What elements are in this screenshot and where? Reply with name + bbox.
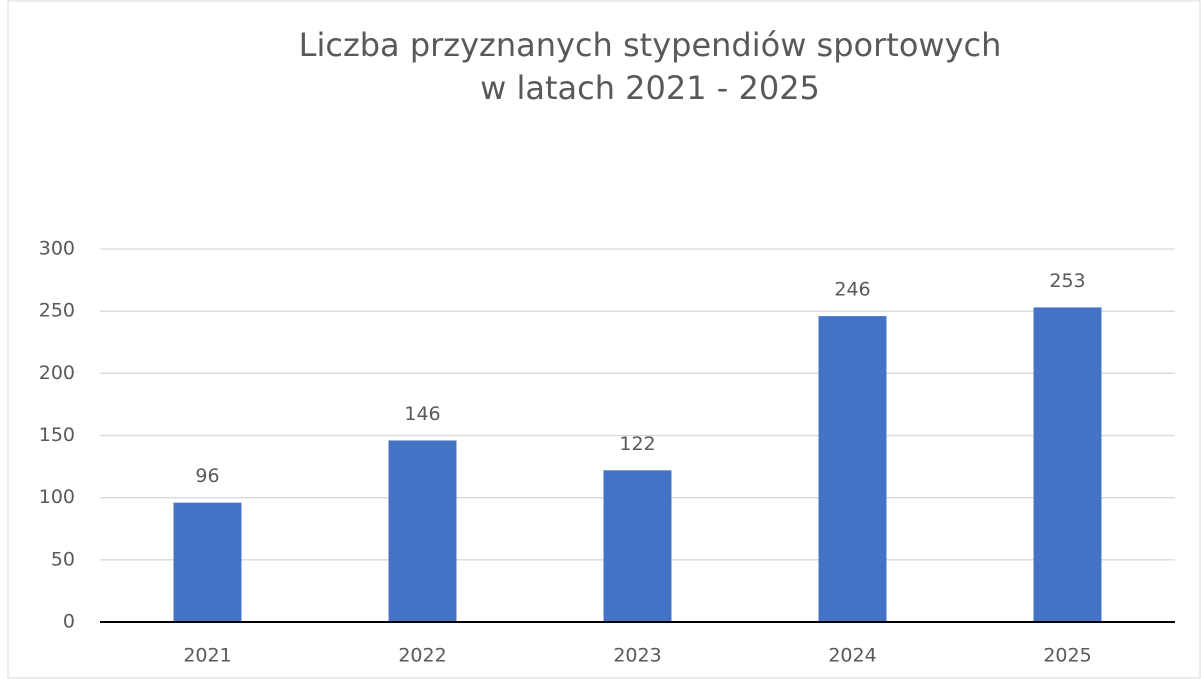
y-tick-label: 100 — [39, 486, 75, 508]
bar — [173, 502, 242, 622]
x-tick-label: 2025 — [1043, 645, 1091, 667]
x-tick-label: 2021 — [183, 645, 231, 667]
data-label: 246 — [834, 279, 870, 301]
chart-title: Liczba przyznanych stypendiów sportowych — [299, 26, 1002, 64]
bar — [388, 440, 457, 622]
y-tick-label: 150 — [39, 424, 75, 446]
y-tick-label: 250 — [39, 300, 75, 322]
chart-title: w latach 2021 - 2025 — [480, 69, 820, 107]
x-tick-label: 2023 — [613, 645, 661, 667]
data-label: 253 — [1049, 270, 1085, 292]
data-label: 96 — [195, 465, 219, 487]
x-tick-label: 2022 — [398, 645, 446, 667]
data-label: 122 — [619, 433, 655, 455]
y-tick-label: 0 — [63, 611, 75, 633]
y-tick-label: 200 — [39, 362, 75, 384]
bar — [1033, 307, 1102, 622]
bar — [603, 470, 672, 622]
y-tick-label: 50 — [51, 548, 75, 570]
y-tick-label: 300 — [39, 238, 75, 260]
data-label: 146 — [404, 403, 440, 425]
x-tick-label: 2024 — [828, 645, 876, 667]
bar — [818, 316, 887, 622]
